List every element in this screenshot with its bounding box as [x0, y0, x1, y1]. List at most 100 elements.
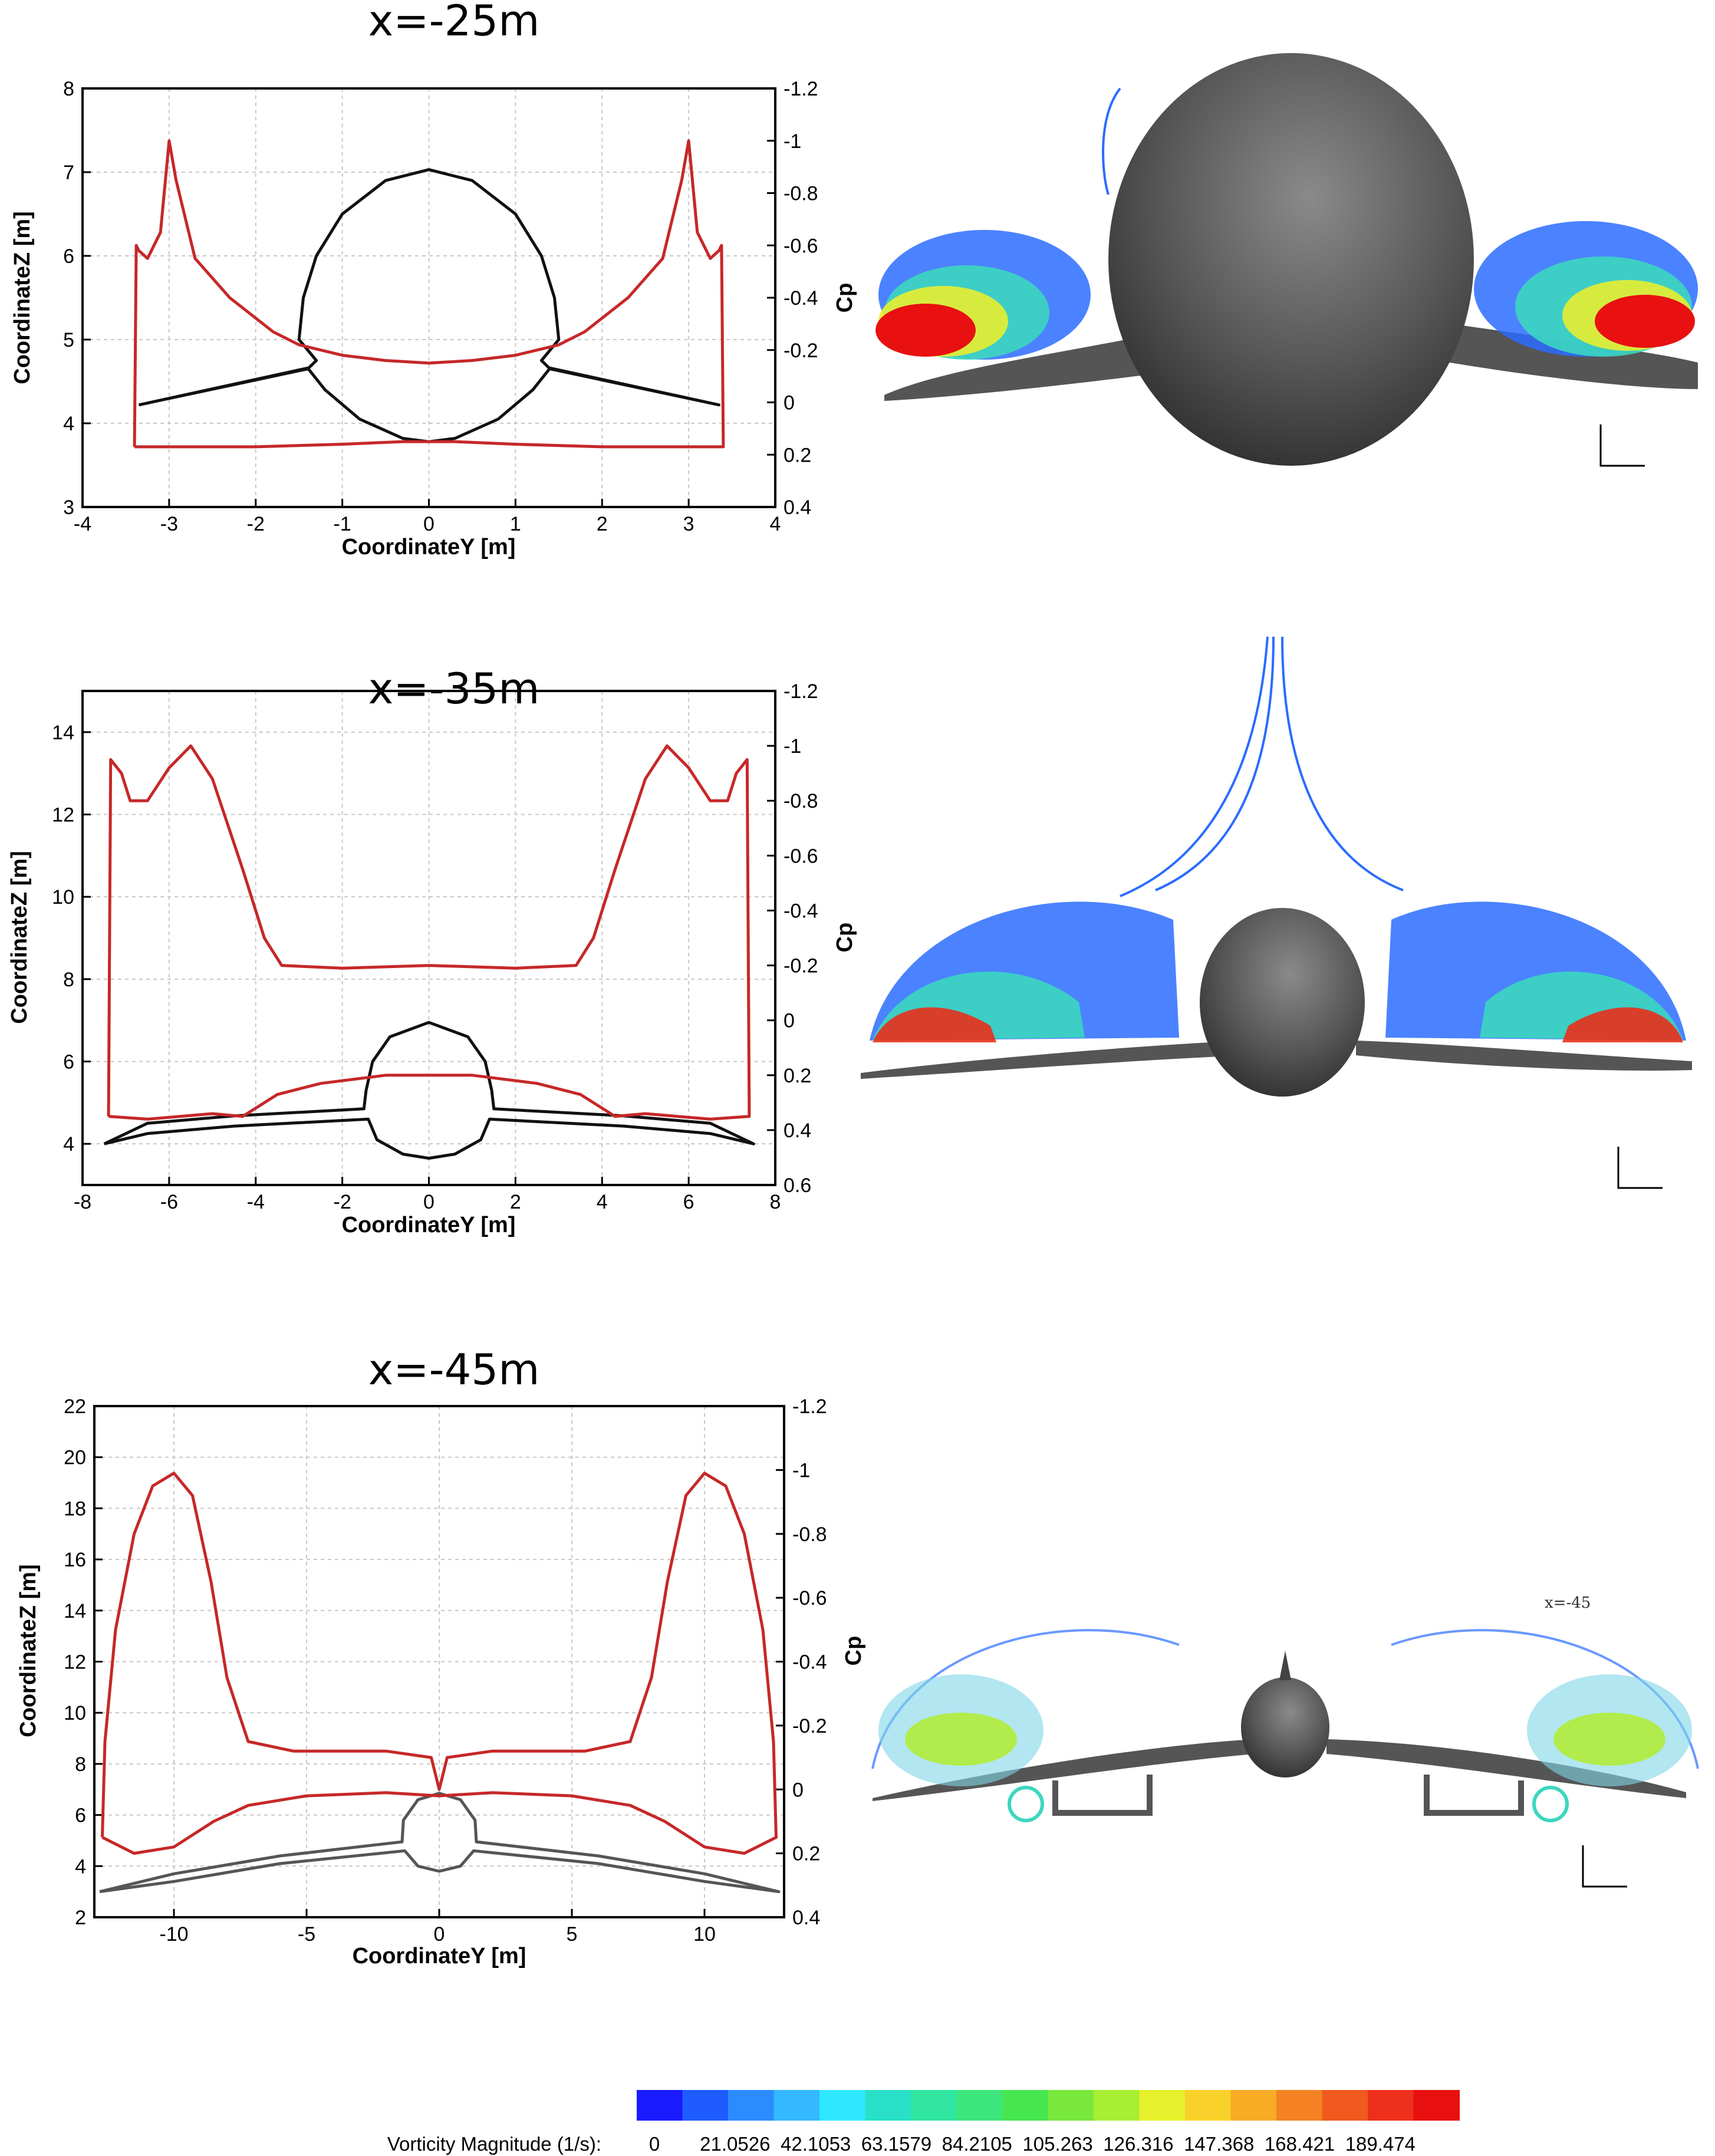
y2-tick-label: 0: [784, 392, 795, 414]
left-nacelle: [1052, 1775, 1153, 1816]
series-group: [103, 744, 755, 1160]
x-tick-label: 4: [597, 1191, 608, 1213]
colorbar-swatch: [728, 2090, 775, 2121]
x-tick-label: -5: [298, 1923, 315, 1946]
y2-tick-label: 0.2: [792, 1843, 820, 1865]
grid: [82, 88, 776, 508]
y-tick-label: 16: [64, 1549, 86, 1571]
x-tick-label: 0: [423, 513, 434, 535]
colorbar-swatch: [911, 2090, 957, 2121]
right-wing: [1356, 1041, 1692, 1071]
y-tick-label: 10: [52, 886, 74, 909]
y-axis-label: CoordinateZ [m]: [7, 851, 32, 1023]
cp-line: [107, 744, 751, 1121]
y2-tick-label: 0.4: [792, 1907, 820, 1929]
y2-tick-label: -1: [792, 1459, 810, 1482]
y-tick-label: 22: [64, 1395, 86, 1418]
x-tick-label: -6: [160, 1191, 178, 1213]
y2-axis-label: Cp: [832, 923, 857, 953]
colorbar-swatch: [682, 2090, 729, 2121]
fuselage: [1241, 1677, 1329, 1778]
axis-triad: [1582, 1845, 1627, 1888]
y2-tick-label: -1.2: [792, 1395, 827, 1418]
x-tick-label: -4: [247, 1191, 265, 1213]
colorbar-tick-label: 126.316: [1103, 2133, 1173, 2155]
y-tick-label: 8: [63, 969, 74, 991]
colorbar-tick-label: 0: [649, 2133, 660, 2155]
x-axis-label: CoordinateY [m]: [342, 1213, 516, 1237]
chart-header: x=-25m: [368, 0, 540, 45]
colorbar-tick-label: 147.368: [1184, 2133, 1254, 2155]
x-tick-label: 8: [770, 1191, 781, 1213]
y-tick-label: 4: [63, 413, 74, 435]
y2-tick-label: 0: [792, 1779, 804, 1801]
colorbar-swatch: [1048, 2090, 1094, 2121]
x-tick-label: 2: [510, 1191, 521, 1213]
series-group: [133, 139, 725, 449]
vortex-left-peak: [875, 304, 976, 357]
right-nacelle: [1424, 1775, 1524, 1816]
render-caption: x=-45: [1545, 1594, 1591, 1612]
colorbar-tick-label: 42.1053: [781, 2133, 851, 2155]
y-tick-label: 3: [63, 496, 74, 519]
render-x35-flow-view: [861, 636, 1692, 1189]
y2-axis-label: Cp: [841, 1636, 866, 1666]
y2-axis-label: Cp: [832, 283, 857, 313]
y-axis-label: CoordinateZ [m]: [16, 1564, 41, 1737]
y2-tick-label: -1.2: [784, 680, 818, 703]
y2-tick-label: -0.2: [792, 1715, 827, 1737]
colorbar-swatch: [1368, 2090, 1414, 2121]
y-tick-label: 4: [75, 1855, 86, 1878]
colorbar-swatches: [637, 2090, 1460, 2121]
geometry-outline: [138, 168, 720, 443]
y-axis-label: CoordinateZ [m]: [10, 211, 35, 384]
x-tick-label: 0: [434, 1923, 445, 1946]
colorbar-swatch: [1276, 2090, 1323, 2121]
vortex-left-core: [905, 1713, 1017, 1766]
y-tick-label: 10: [64, 1702, 86, 1724]
chart-x25: x=-25m -4 -3 -2 -1 0 1 2 3 4 3 4 5 6 7 8 -1.2 -1 -0.8 -0.6…: [10, 0, 857, 559]
x-axis-label: CoordinateY [m]: [342, 535, 516, 559]
colorbar-swatch: [773, 2090, 820, 2121]
render-x25-flow-view: [875, 53, 1698, 467]
cp-line: [101, 1472, 778, 1855]
y-tick-label: 7: [63, 162, 74, 184]
y-tick-label: 14: [64, 1600, 86, 1622]
colorbar-swatch: [1185, 2090, 1232, 2121]
colorbar-tick-label: 84.2105: [942, 2133, 1012, 2155]
fuselage: [1200, 908, 1365, 1097]
colorbar-tick-label: 189.474: [1345, 2133, 1416, 2155]
colorbar-tick-label: 63.1579: [861, 2133, 931, 2155]
chart-header: x=-35m: [368, 664, 540, 713]
y-tick-label: 20: [64, 1447, 86, 1469]
vortex-left-core: [873, 1007, 996, 1042]
axis-ticks: -4 -3 -2 -1 0 1 2 3 4 3 4 5 6 7 8 -1.2 -1 -0.8 -0.6 -0.4 -0.…: [63, 78, 818, 535]
y2-tick-label: 0.6: [784, 1174, 811, 1197]
colorbar-swatch: [956, 2090, 1003, 2121]
y2-tick-label: -1.2: [784, 78, 818, 100]
colorbar-label: Vorticity Magnitude (1/s):: [387, 2133, 601, 2155]
y-tick-label: 12: [52, 804, 74, 827]
colorbar-swatch: [1094, 2090, 1140, 2121]
y-tick-label: 6: [63, 1051, 74, 1074]
geometry-outline: [103, 1021, 755, 1160]
y-tick-label: 18: [64, 1497, 86, 1520]
x-axis-label: CoordinateY [m]: [353, 1944, 526, 1969]
x-tick-label: 4: [770, 513, 781, 535]
y2-tick-label: -0.4: [784, 287, 818, 310]
y2-tick-label: -1: [784, 735, 801, 758]
x-tick-label: -3: [160, 513, 178, 535]
y2-tick-label: 0.4: [784, 496, 811, 519]
chart-x35: x=-35m -8 -6 -4 -2 0 2 4 6 8468101214-1.2-1-0.8-…: [7, 664, 857, 1237]
y-tick-label: 6: [63, 245, 74, 268]
x-tick-label: 3: [683, 513, 694, 535]
colorbar-tick-label: 168.421: [1265, 2133, 1335, 2155]
colorbar-tick-label: 105.263: [1022, 2133, 1092, 2155]
y2-tick-label: -0.8: [792, 1523, 827, 1546]
axis-ticks: -8 -6 -4 -2 0 2 4 6 8 4 6 8 10 12 14 -1.2 -1 -0.8 -0.6 -0.4…: [52, 680, 818, 1213]
axis-triad: [1599, 424, 1645, 467]
y2-tick-label: -0.8: [784, 790, 818, 812]
cp-line: [133, 139, 725, 449]
grid: [82, 691, 776, 1185]
